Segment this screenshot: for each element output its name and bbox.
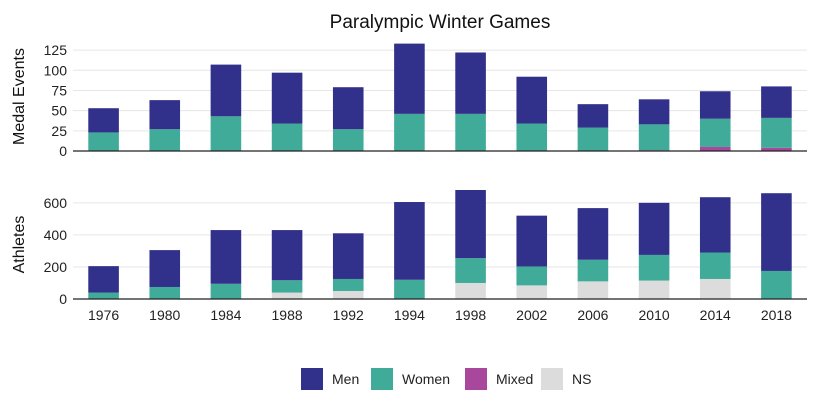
bar-men-2002	[516, 76, 548, 124]
bar-ns-2014	[699, 278, 731, 299]
legend-swatch-women	[371, 368, 393, 390]
x-tick-label: 1994	[394, 307, 425, 323]
bar-women-2002	[516, 123, 548, 151]
legend-label-ns: NS	[572, 371, 591, 387]
bar-men-1988	[271, 230, 303, 281]
y-axis-title: Medal Events	[11, 48, 28, 145]
bar-women-1984	[210, 283, 242, 299]
bar-ns-2010	[638, 280, 670, 299]
bar-men-1994	[394, 202, 425, 280]
x-tick-label: 1992	[333, 307, 364, 323]
bar-men-1994	[394, 43, 425, 114]
bar-men-1980	[149, 100, 181, 130]
bar-women-2002	[516, 266, 548, 286]
bar-women-1984	[210, 116, 242, 151]
bar-women-1980	[149, 129, 181, 151]
bar-women-1994	[394, 113, 425, 151]
legend: Men Women Mixed NS	[301, 368, 591, 390]
y-tick-label: 200	[44, 259, 68, 275]
legend-label-men: Men	[332, 371, 359, 387]
bar-women-2018	[761, 270, 792, 299]
bar-men-2018	[761, 86, 792, 118]
bar-women-1998	[455, 113, 486, 151]
bar-women-2010	[638, 124, 670, 151]
y-tick-label: 75	[51, 82, 67, 98]
bar-women-2014	[699, 118, 731, 147]
bar-men-2006	[577, 104, 609, 128]
bar-women-1992	[332, 129, 364, 151]
bar-mixed-2014	[699, 146, 731, 151]
y-tick-label: 400	[44, 227, 68, 243]
x-tick-label: 2006	[577, 307, 608, 323]
bar-women-2018	[761, 117, 792, 148]
bar-ns-1988	[271, 292, 303, 299]
bar-ns-1998	[455, 282, 486, 299]
bar-mixed-2018	[761, 147, 792, 151]
y-tick-label: 600	[44, 195, 68, 211]
bar-men-2018	[761, 193, 792, 271]
x-tick-label: 1976	[88, 307, 119, 323]
x-tick-label: 1988	[272, 307, 303, 323]
x-tick-label: 2014	[700, 307, 731, 323]
bar-women-2014	[699, 252, 731, 279]
bar-women-1988	[271, 123, 303, 151]
bar-ns-1992	[332, 290, 364, 299]
bar-men-2010	[638, 99, 670, 125]
x-tick-label: 2010	[639, 307, 670, 323]
bar-men-1992	[332, 233, 364, 279]
bar-men-1980	[149, 250, 181, 287]
y-tick-label: 50	[51, 103, 67, 119]
y-tick-label: 0	[59, 291, 67, 307]
bar-men-1984	[210, 64, 242, 117]
bar-ns-2002	[516, 285, 548, 299]
bar-women-2006	[577, 259, 609, 282]
bar-women-1988	[271, 280, 303, 293]
x-axis-ticks: 1976 1980 1984 1988 1992 1994 1998 2002 2006 2010…	[88, 307, 792, 323]
bar-women-1994	[394, 279, 425, 299]
bar-women-2006	[577, 127, 609, 151]
legend-label-women: Women	[402, 371, 450, 387]
bar-men-1992	[332, 87, 364, 130]
bar-men-1984	[210, 230, 242, 284]
y-axis-title: Athletes	[11, 216, 28, 274]
chart-title: Paralympic Winter Games	[330, 12, 551, 33]
bar-women-1976	[88, 292, 119, 299]
y-tick-label: 25	[51, 123, 67, 139]
x-tick-label: 1998	[455, 307, 486, 323]
legend-label-mixed: Mixed	[496, 371, 533, 387]
bar-women-1998	[455, 258, 486, 283]
bar-men-1998	[455, 52, 486, 114]
bar-men-1998	[455, 190, 486, 259]
bar-women-1992	[332, 278, 364, 291]
y-tick-label: 125	[44, 42, 68, 58]
x-tick-label: 1984	[210, 307, 241, 323]
x-tick-label: 2018	[761, 307, 792, 323]
legend-swatch-ns	[541, 368, 563, 390]
y-tick-label: 0	[59, 143, 67, 159]
bar-men-2002	[516, 215, 548, 267]
legend-swatch-mixed	[465, 368, 487, 390]
legend-swatch-men	[301, 368, 323, 390]
bar-men-1988	[271, 72, 303, 124]
bar-ns-2006	[577, 281, 609, 299]
bar-men-2014	[699, 91, 731, 119]
bar-men-2010	[638, 202, 670, 255]
x-tick-label: 1980	[149, 307, 180, 323]
bar-men-2006	[577, 208, 609, 260]
bar-women-2010	[638, 254, 670, 281]
medal-events-panel: 0 25 50 75 100 125 Medal Events	[11, 42, 807, 159]
y-tick-label: 100	[44, 62, 68, 78]
athletes-panel: 0 200 400 600 Athletes	[11, 190, 807, 307]
bar-men-2014	[699, 197, 731, 253]
bar-women-1976	[88, 132, 119, 151]
bar-men-1976	[88, 108, 119, 133]
bar-women-1980	[149, 286, 181, 299]
x-tick-label: 2002	[516, 307, 547, 323]
bar-men-1976	[88, 266, 119, 293]
